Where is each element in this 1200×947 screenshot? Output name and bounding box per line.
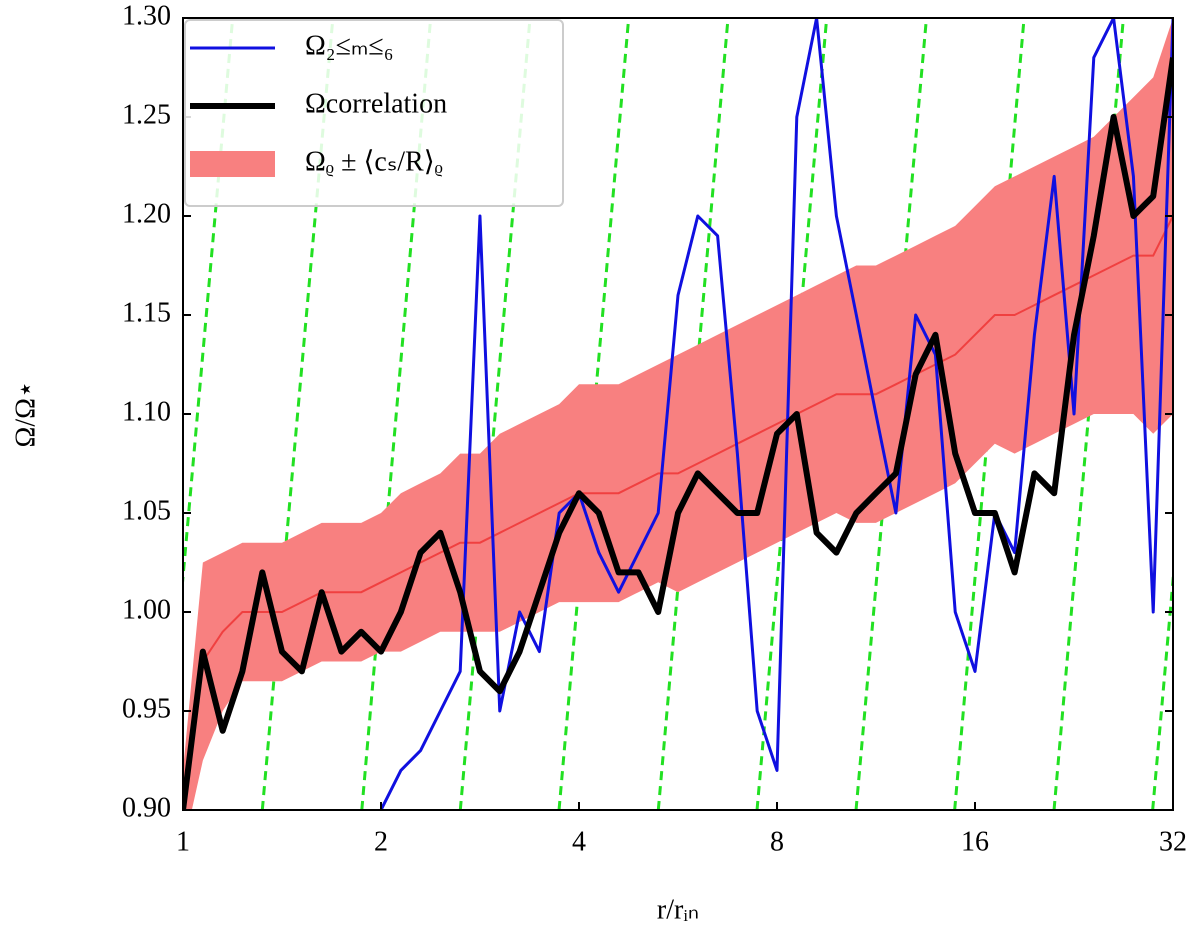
legend-label: Ωᵨ ± ⟨cₛ/R⟩ᵨ [305,146,443,177]
y-tick-label: 1.20 [122,198,171,229]
y-tick-label: 1.30 [122,0,171,31]
legend-label: Ωcorrelation [305,88,447,119]
plot-area [183,18,1173,810]
legend-label: Ω₂≤ₘ≤₆ [305,30,394,61]
mean-line [183,215,1173,810]
y-tick-label: 1.15 [122,297,171,328]
y-axis-label: Ω/Ω⋆ [10,381,41,448]
x-tick-label: 16 [961,826,989,857]
y-tick-label: 0.90 [122,792,171,823]
x-tick-label: 32 [1159,826,1187,857]
x-axis-label: r/rᵢₙ [657,894,699,925]
y-tick-label: 1.05 [122,495,171,526]
y-tick-label: 1.00 [122,594,171,625]
legend: Ω₂≤ₘ≤₆ Ωcorrelation Ωᵨ ± ⟨cₛ/R⟩ᵨ [184,19,564,207]
legend-box [184,19,564,207]
y-tick-label: 0.95 [122,693,171,724]
x-tick-label: 8 [770,826,784,857]
band [183,18,1173,810]
x-tick-label: 4 [572,826,586,857]
series-line [183,57,1173,810]
series-line [379,18,1173,810]
x-tick-label: 2 [374,826,388,857]
x-tick-label: 1 [176,826,190,857]
y-tick-label: 1.25 [122,99,171,130]
y-tick-label: 1.10 [122,396,171,427]
legend-swatch [190,151,275,177]
